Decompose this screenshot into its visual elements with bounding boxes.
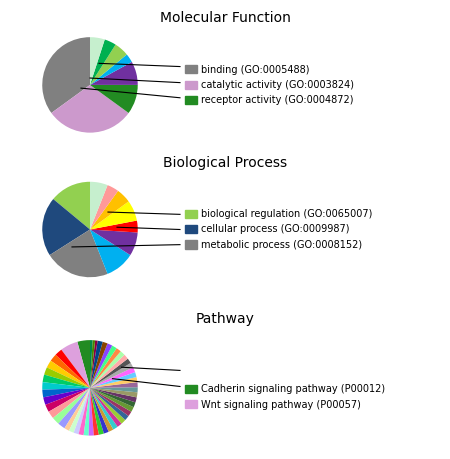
Wedge shape [90, 62, 138, 85]
Wedge shape [90, 340, 95, 388]
Wedge shape [89, 388, 94, 436]
Wedge shape [90, 388, 131, 416]
Wedge shape [90, 388, 122, 427]
Wedge shape [79, 388, 90, 435]
Wedge shape [55, 350, 90, 388]
Wedge shape [90, 367, 135, 388]
Wedge shape [90, 37, 105, 85]
Wedge shape [90, 342, 108, 388]
Wedge shape [90, 388, 117, 430]
Wedge shape [90, 377, 137, 388]
Wedge shape [90, 387, 138, 392]
Wedge shape [84, 388, 90, 436]
Wedge shape [90, 45, 127, 85]
Wedge shape [90, 85, 138, 113]
Legend: binding (GO:0005488), catalytic activity (GO:0003824), receptor activity (GO:000: binding (GO:0005488), catalytic activity… [185, 65, 355, 105]
Wedge shape [53, 388, 90, 424]
Wedge shape [90, 355, 128, 388]
Wedge shape [90, 341, 98, 388]
Wedge shape [64, 388, 90, 431]
Wedge shape [90, 230, 130, 274]
Wedge shape [45, 388, 90, 412]
Wedge shape [90, 388, 125, 424]
Legend: biological regulation (GO:0065007), cellular process (GO:0009987), metabolic pro: biological regulation (GO:0065007), cell… [185, 209, 373, 250]
Text: Biological Process: Biological Process [163, 156, 287, 170]
Wedge shape [90, 351, 125, 388]
Wedge shape [90, 372, 136, 388]
Wedge shape [90, 346, 117, 388]
Wedge shape [74, 388, 90, 434]
Wedge shape [90, 182, 108, 230]
Wedge shape [61, 342, 90, 388]
Wedge shape [90, 191, 129, 230]
Wedge shape [90, 343, 112, 388]
Wedge shape [90, 388, 137, 403]
Wedge shape [51, 85, 129, 133]
Wedge shape [58, 388, 90, 428]
Wedge shape [90, 388, 129, 420]
Wedge shape [90, 388, 113, 432]
Text: Molecular Function: Molecular Function [160, 11, 290, 26]
Wedge shape [49, 388, 90, 418]
Wedge shape [90, 388, 104, 435]
Wedge shape [42, 199, 90, 255]
Wedge shape [47, 361, 90, 388]
Wedge shape [53, 182, 90, 230]
Wedge shape [90, 358, 130, 388]
Wedge shape [90, 39, 116, 85]
Wedge shape [42, 388, 90, 397]
Wedge shape [90, 388, 135, 407]
Wedge shape [90, 348, 121, 388]
Wedge shape [90, 363, 133, 388]
Wedge shape [90, 388, 109, 433]
Wedge shape [42, 37, 90, 113]
Wedge shape [51, 355, 90, 388]
Wedge shape [90, 388, 99, 436]
Wedge shape [90, 341, 103, 388]
Wedge shape [90, 202, 137, 230]
Wedge shape [50, 230, 108, 277]
Wedge shape [90, 382, 138, 388]
Wedge shape [90, 221, 138, 233]
Legend: Cadherin signaling pathway (P00012), Wnt signaling pathway (P00057): Cadherin signaling pathway (P00012), Wnt… [185, 384, 386, 410]
Wedge shape [43, 375, 90, 388]
Wedge shape [90, 55, 132, 85]
Wedge shape [90, 230, 138, 255]
Text: Pathway: Pathway [196, 312, 254, 326]
Wedge shape [90, 388, 134, 412]
Wedge shape [44, 367, 90, 388]
Wedge shape [42, 382, 90, 390]
Wedge shape [90, 340, 93, 388]
Wedge shape [69, 388, 90, 433]
Wedge shape [77, 340, 90, 388]
Wedge shape [90, 185, 118, 230]
Wedge shape [43, 388, 90, 405]
Wedge shape [90, 388, 138, 397]
